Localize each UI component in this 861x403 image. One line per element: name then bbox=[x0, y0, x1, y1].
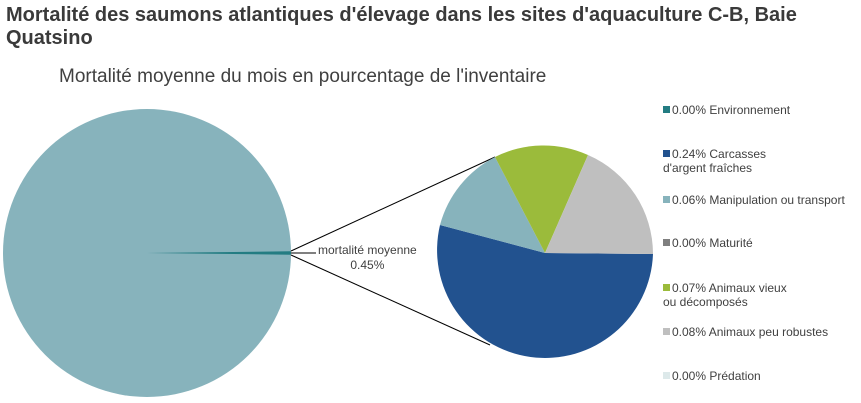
legend-item-animaux-peu-robustes: 0.08% Animaux peu robustes bbox=[663, 325, 861, 339]
legend-label: 0.00% Environnement bbox=[672, 103, 791, 117]
legend-marker-icon bbox=[663, 284, 670, 291]
main-pie-slice-mortality bbox=[147, 251, 292, 255]
legend-item-maturite: 0.00% Maturité bbox=[663, 236, 861, 250]
legend-item-predation: 0.00% Prédation bbox=[663, 369, 861, 383]
legend-marker-icon bbox=[663, 372, 670, 379]
legend-item-manipulation: 0.06% Manipulation ou transport bbox=[663, 193, 861, 207]
callout-line2: 0.45% bbox=[350, 258, 385, 272]
legend-marker-icon bbox=[663, 106, 670, 113]
legend-label: 0.00% Prédation bbox=[672, 369, 761, 383]
callout-label: mortalité moyenne 0.45% bbox=[318, 243, 417, 273]
slice-manipulation bbox=[440, 157, 545, 253]
legend-label: 0.06% Manipulation ou transport bbox=[672, 193, 845, 207]
chart-subtitle: Mortalité moyenne du mois en pourcentage… bbox=[59, 66, 547, 87]
legend-item-environnement: 0.00% Environnement bbox=[663, 103, 861, 117]
legend-label: 0.08% Animaux peu robustes bbox=[672, 325, 829, 339]
chart-title: Mortalité des saumons atlantiques d'élev… bbox=[6, 4, 797, 49]
connector-line-bottom bbox=[290, 254, 491, 346]
legend-marker-icon bbox=[663, 239, 670, 246]
legend-item-animaux-vieux: 0.07% Animaux vieux ou décomposés bbox=[663, 281, 788, 309]
slice-animaux-peu-robustes bbox=[545, 155, 653, 254]
legend-marker-icon bbox=[663, 150, 670, 157]
connector-line-top bbox=[290, 156, 496, 252]
legend-item-carcasses: 0.24% Carcasses d'argent fraîches bbox=[663, 147, 783, 175]
main-pie bbox=[3, 109, 292, 397]
legend-marker-icon bbox=[663, 196, 670, 203]
legend-marker-icon bbox=[663, 328, 670, 335]
slice-animaux-vieux bbox=[495, 145, 588, 253]
secondary-pie bbox=[437, 145, 653, 358]
legend-label: 0.00% Maturité bbox=[672, 236, 753, 250]
legend-label: 0.24% Carcasses d'argent fraîches bbox=[663, 147, 767, 175]
slice-carcasses bbox=[437, 225, 653, 358]
legend-label: 0.07% Animaux vieux ou décomposés bbox=[663, 281, 787, 309]
callout-line1: mortalité moyenne bbox=[318, 243, 417, 257]
